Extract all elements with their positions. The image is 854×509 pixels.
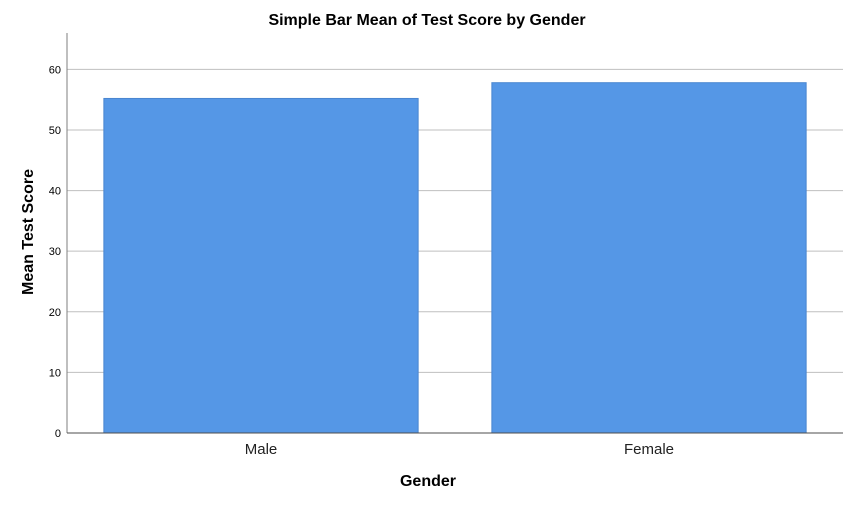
- y-tick-label-20: 20: [49, 307, 61, 319]
- chart-title: Simple Bar Mean of Test Score by Gender: [268, 12, 585, 29]
- x-axis-title: Gender: [400, 473, 456, 490]
- bars: [103, 82, 807, 434]
- y-tick-label-40: 40: [49, 186, 61, 198]
- y-axis-title: Mean Test Score: [20, 169, 37, 295]
- tick-labels: 0 10 20 30 40 50 60 Male Female: [49, 64, 674, 458]
- y-tick-label-50: 50: [49, 125, 61, 137]
- y-tick-label-30: 30: [49, 246, 61, 258]
- x-tick-label-male: Male: [245, 441, 278, 458]
- y-tick-label-60: 60: [49, 64, 61, 76]
- axes: [66, 33, 843, 434]
- x-tick-label-female: Female: [624, 441, 674, 458]
- y-tick-label-10: 10: [49, 367, 61, 379]
- bar-male: [103, 97, 419, 434]
- y-tick-label-0: 0: [55, 428, 61, 440]
- bar-female: [491, 82, 807, 434]
